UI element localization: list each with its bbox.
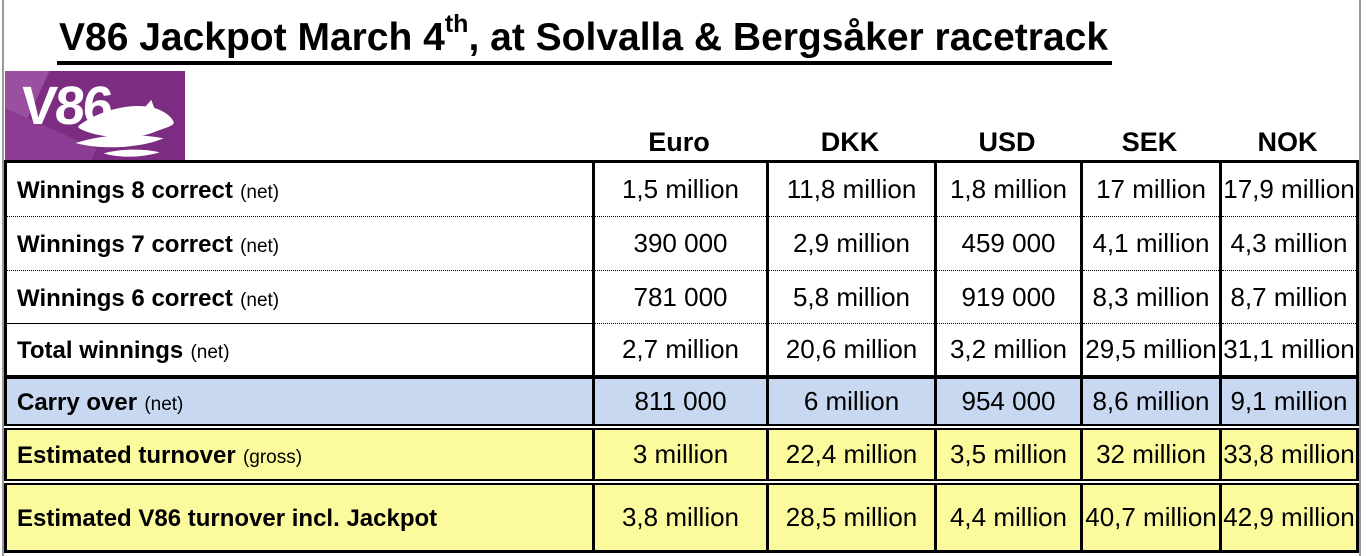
cell-nok: 42,9 million xyxy=(1219,481,1358,552)
cell-euro: 781 000 xyxy=(592,270,768,324)
row-label: Carry over (net) xyxy=(5,376,594,430)
cell-nok: 31,1 million xyxy=(1219,323,1358,379)
cell-dkk: 11,8 million xyxy=(766,161,936,217)
cell-nok: 17,9 million xyxy=(1219,161,1358,217)
column-header-dkk: DKK xyxy=(820,127,880,157)
cell-usd: 954 000 xyxy=(934,376,1082,430)
cell-euro: 3,8 million xyxy=(592,481,768,552)
row-label: Winnings 6 correct (net) xyxy=(5,270,594,324)
cell-nok: 9,1 million xyxy=(1219,376,1358,430)
cell-nok: 33,8 million xyxy=(1219,426,1358,485)
cell-dkk: 22,4 million xyxy=(766,426,936,485)
cell-dkk: 2,9 million xyxy=(766,216,936,271)
title-suffix: , at Solvalla & Bergsåker racetrack xyxy=(468,16,1109,59)
v86-logo: V86 xyxy=(5,71,185,163)
column-header-euro: Euro xyxy=(648,127,710,157)
table-row-carry-over: Carry over (net) 811 000 6 million 954 0… xyxy=(5,376,1358,430)
table-row-winnings-8: Winnings 8 correct (net) 1,5 million 11,… xyxy=(5,161,1358,217)
cell-euro: 2,7 million xyxy=(592,323,768,379)
cell-euro: 3 million xyxy=(592,426,768,485)
page-title: V86 Jackpot March 4th, at Solvalla & Ber… xyxy=(57,2,1113,65)
title-text: V86 Jackpot March 4 xyxy=(59,16,445,59)
cell-sek: 29,5 million xyxy=(1080,323,1221,379)
row-label: Winnings 8 correct (net) xyxy=(5,161,594,217)
title-superscript: th xyxy=(444,10,469,38)
cell-euro: 811 000 xyxy=(592,376,768,430)
table-row-total-winnings: Total winnings (net) 2,7 million 20,6 mi… xyxy=(5,323,1358,379)
row-label: Winnings 7 correct (net) xyxy=(5,216,594,271)
cell-dkk: 20,6 million xyxy=(766,323,936,379)
column-header-sek: SEK xyxy=(1121,127,1178,157)
cell-euro: 1,5 million xyxy=(592,161,768,217)
cell-usd: 3,5 million xyxy=(934,426,1082,485)
cell-sek: 8,6 million xyxy=(1080,376,1221,430)
cell-euro: 390 000 xyxy=(592,216,768,271)
row-label: Estimated V86 turnover incl. Jackpot xyxy=(17,504,438,532)
table-row-winnings-6: Winnings 6 correct (net) 781 000 5,8 mil… xyxy=(5,270,1358,324)
page-border-right xyxy=(1359,0,1361,556)
row-label: Estimated turnover (gross) xyxy=(5,426,594,485)
jackpot-table: Winnings 8 correct (net) 1,5 million 11,… xyxy=(4,160,1359,553)
cell-usd: 1,8 million xyxy=(934,161,1082,217)
column-header-usd: USD xyxy=(978,127,1036,157)
cell-sek: 17 million xyxy=(1080,161,1221,217)
column-header-nok: NOK xyxy=(1257,127,1318,157)
cell-sek: 40,7 million xyxy=(1080,481,1221,552)
cell-sek: 4,1 million xyxy=(1080,216,1221,271)
cell-nok: 8,7 million xyxy=(1219,270,1358,324)
cell-dkk: 28,5 million xyxy=(766,481,936,552)
table-row-winnings-7: Winnings 7 correct (net) 390 000 2,9 mil… xyxy=(5,216,1358,271)
cell-dkk: 6 million xyxy=(766,376,936,430)
cell-dkk: 5,8 million xyxy=(766,270,936,324)
page-border-left xyxy=(2,0,4,556)
cell-usd: 919 000 xyxy=(934,270,1082,324)
row-label: Total winnings (net) xyxy=(5,323,594,379)
table-row-estimated-v86-turnover: Estimated V86 turnover incl. Jackpot 3,8… xyxy=(5,481,1358,552)
cell-usd: 4,4 million xyxy=(934,481,1082,552)
cell-usd: 3,2 million xyxy=(934,323,1082,379)
currency-header-row: Euro DKK USD SEK NOK xyxy=(4,126,1356,160)
cell-nok: 4,3 million xyxy=(1219,216,1358,271)
cell-sek: 32 million xyxy=(1080,426,1221,485)
horse-head-icon xyxy=(75,99,174,157)
cell-sek: 8,3 million xyxy=(1080,270,1221,324)
cell-usd: 459 000 xyxy=(934,216,1082,271)
table-row-estimated-turnover: Estimated turnover (gross) 3 million 22,… xyxy=(5,426,1358,485)
